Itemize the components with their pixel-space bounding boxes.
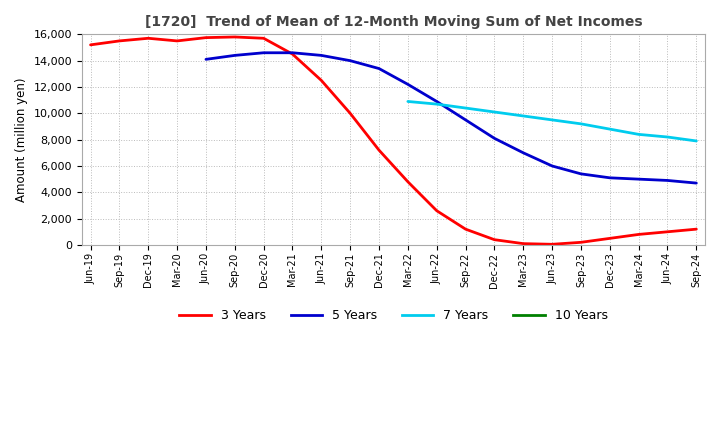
3 Years xyxy=(230,34,239,40)
3 Years xyxy=(634,232,643,237)
Line: 3 Years: 3 Years xyxy=(91,37,696,244)
7 Years xyxy=(663,134,672,139)
5 Years xyxy=(259,50,268,55)
3 Years xyxy=(374,147,383,153)
3 Years xyxy=(519,241,528,246)
7 Years xyxy=(577,121,585,126)
3 Years xyxy=(317,78,325,83)
5 Years xyxy=(692,180,701,186)
5 Years xyxy=(577,171,585,176)
5 Years xyxy=(317,53,325,58)
3 Years xyxy=(462,227,470,232)
3 Years xyxy=(548,242,557,247)
3 Years xyxy=(288,51,297,57)
3 Years xyxy=(259,36,268,41)
3 Years xyxy=(663,229,672,235)
3 Years xyxy=(433,208,441,213)
7 Years xyxy=(606,126,614,132)
3 Years xyxy=(144,36,153,41)
Title: [1720]  Trend of Mean of 12-Month Moving Sum of Net Incomes: [1720] Trend of Mean of 12-Month Moving … xyxy=(145,15,642,29)
7 Years xyxy=(519,114,528,119)
Legend: 3 Years, 5 Years, 7 Years, 10 Years: 3 Years, 5 Years, 7 Years, 10 Years xyxy=(174,304,613,327)
3 Years xyxy=(346,111,354,116)
5 Years xyxy=(202,57,210,62)
3 Years xyxy=(490,237,499,242)
5 Years xyxy=(462,117,470,122)
5 Years xyxy=(519,150,528,155)
3 Years xyxy=(577,240,585,245)
5 Years xyxy=(490,136,499,141)
5 Years xyxy=(346,58,354,63)
3 Years xyxy=(202,35,210,40)
7 Years xyxy=(634,132,643,137)
3 Years xyxy=(606,236,614,241)
5 Years xyxy=(230,53,239,58)
7 Years xyxy=(548,117,557,122)
3 Years xyxy=(115,38,124,44)
5 Years xyxy=(606,175,614,180)
3 Years xyxy=(403,179,412,184)
7 Years xyxy=(692,138,701,143)
7 Years xyxy=(433,102,441,107)
5 Years xyxy=(663,178,672,183)
7 Years xyxy=(490,110,499,115)
5 Years xyxy=(403,82,412,87)
5 Years xyxy=(634,176,643,182)
5 Years xyxy=(548,163,557,169)
3 Years xyxy=(173,38,181,44)
Line: 5 Years: 5 Years xyxy=(206,53,696,183)
5 Years xyxy=(433,99,441,104)
7 Years xyxy=(403,99,412,104)
5 Years xyxy=(374,66,383,71)
Y-axis label: Amount (million yen): Amount (million yen) xyxy=(15,77,28,202)
Line: 7 Years: 7 Years xyxy=(408,102,696,141)
3 Years xyxy=(86,42,95,48)
5 Years xyxy=(288,50,297,55)
3 Years xyxy=(692,227,701,232)
7 Years xyxy=(462,106,470,111)
